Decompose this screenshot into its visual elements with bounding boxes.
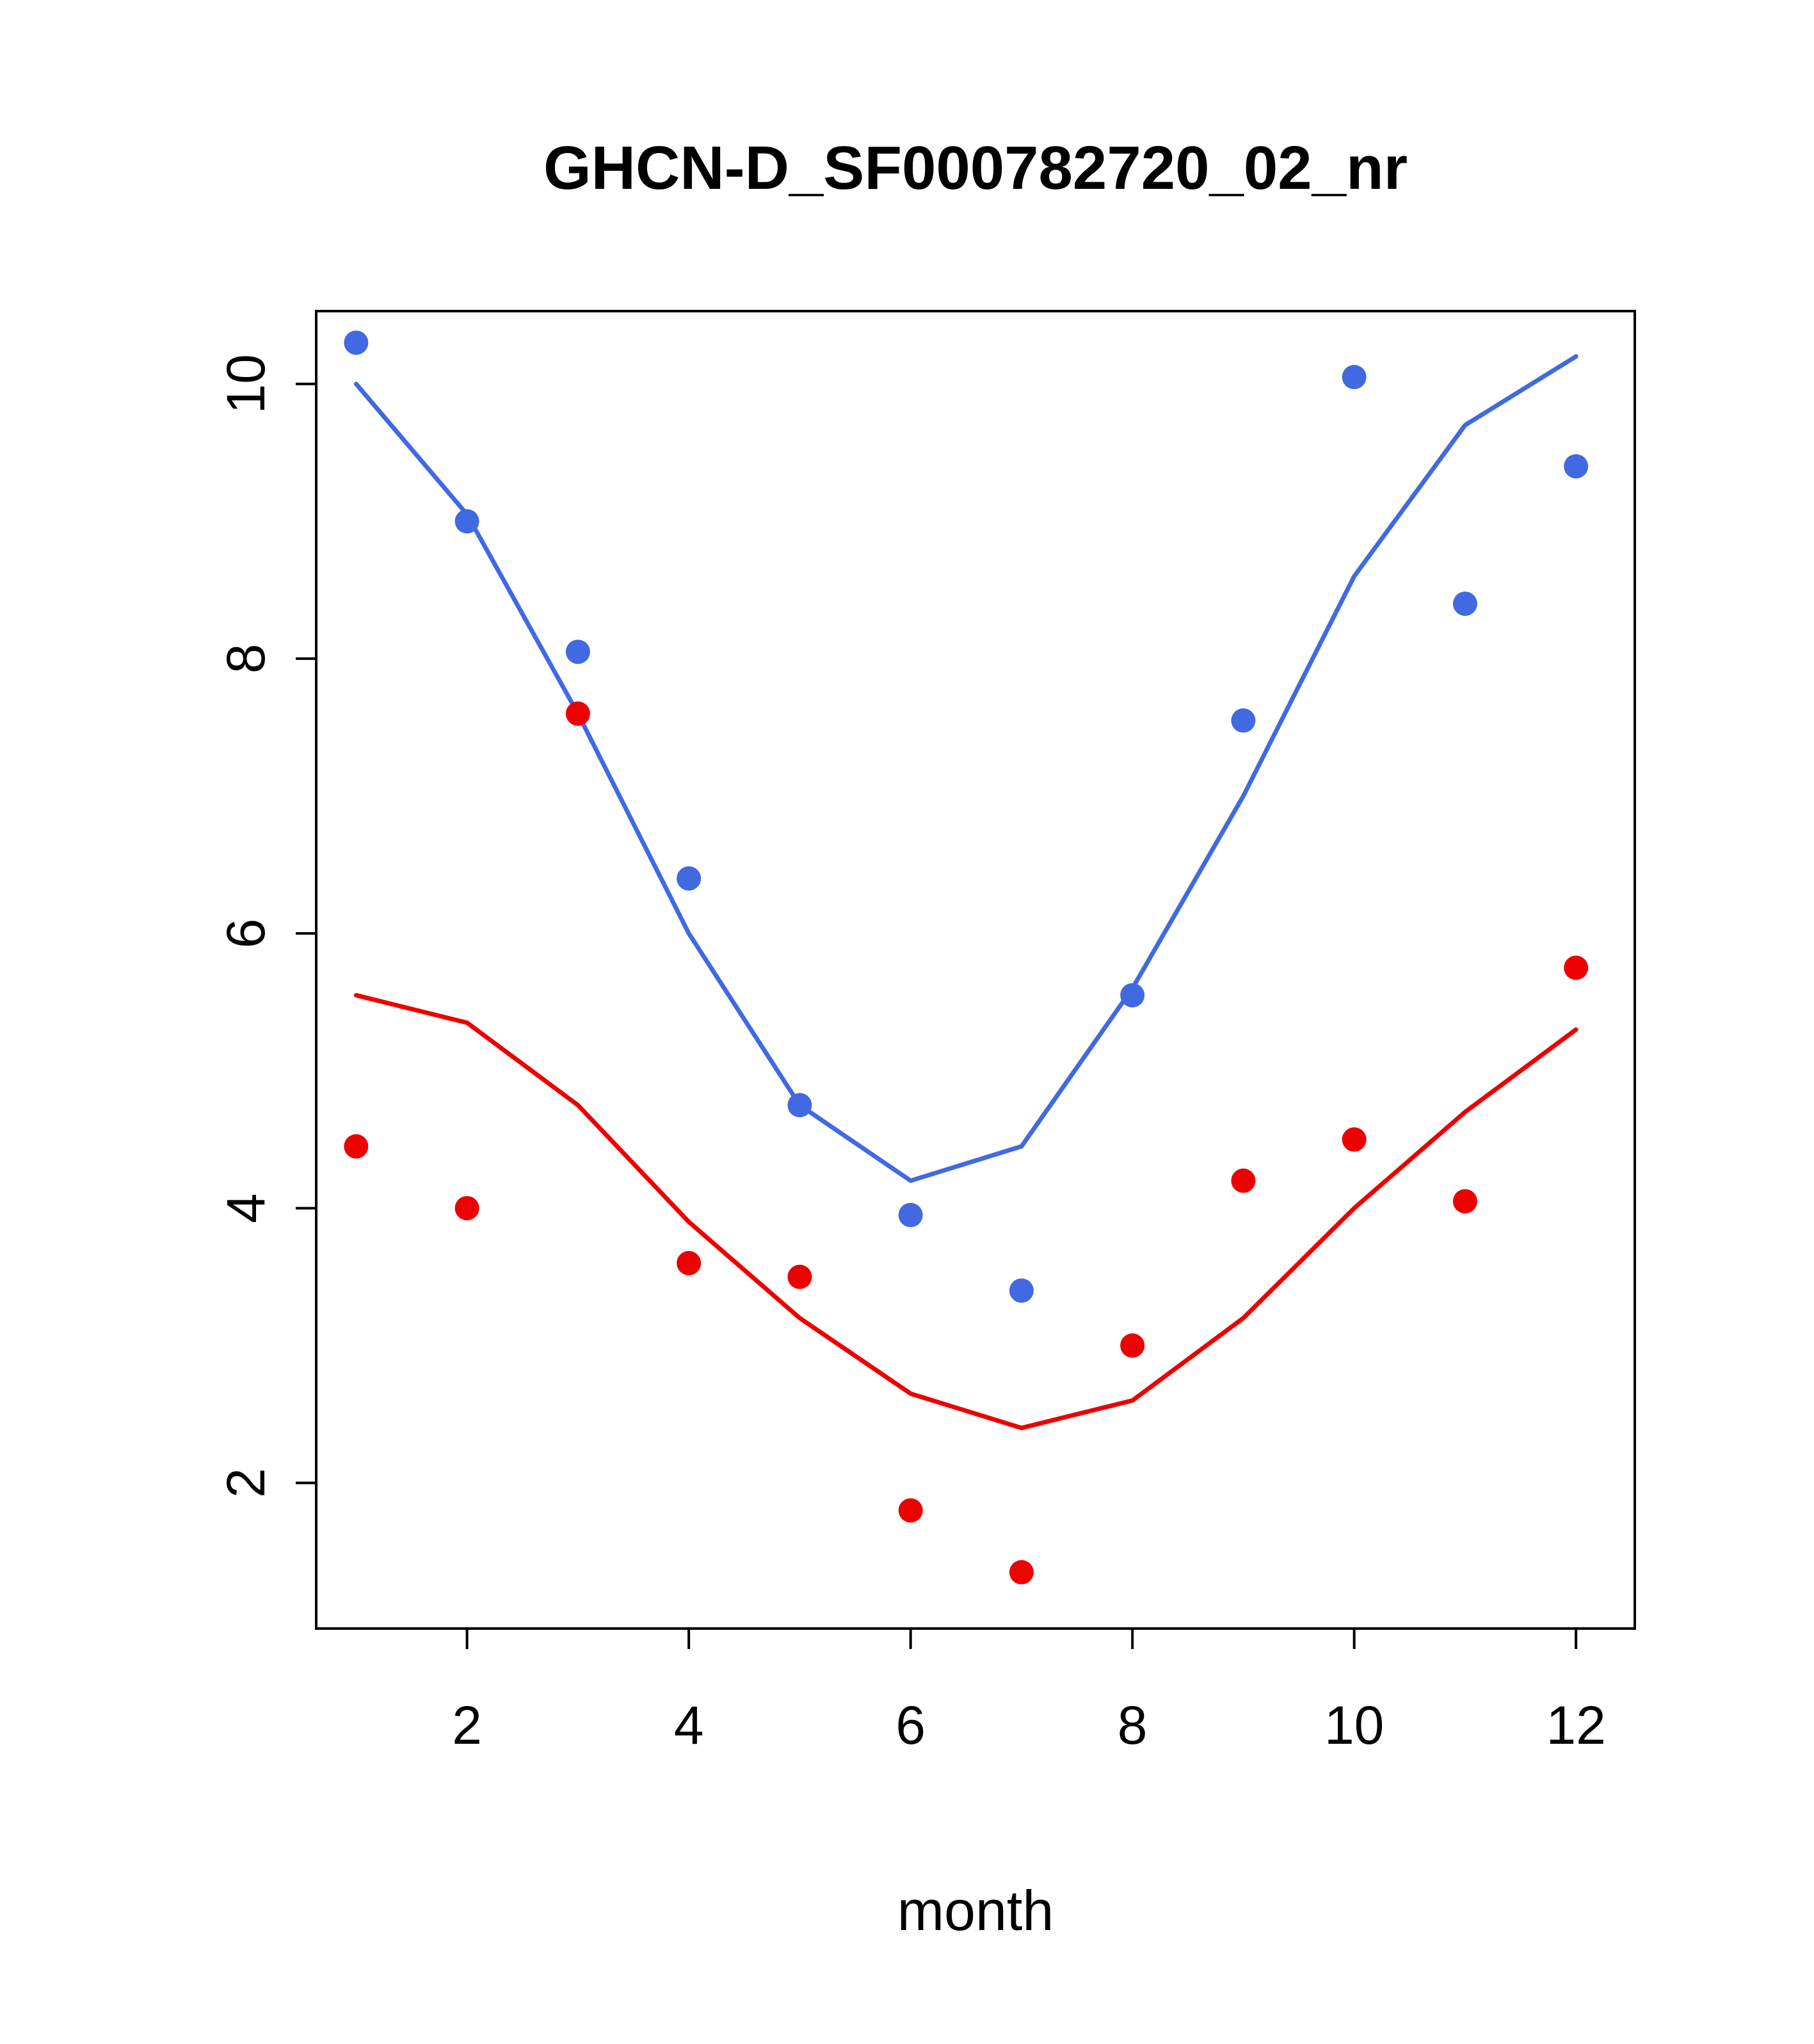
red-points-point [1120, 1333, 1145, 1358]
y-tick-label: 10 [216, 354, 276, 414]
blue-points-point [1120, 983, 1145, 1008]
red-points-point [454, 1196, 479, 1221]
x-tick-label: 4 [674, 1695, 704, 1755]
red-points-point [344, 1134, 369, 1159]
blue-points-point [565, 640, 590, 664]
chart-title: GHCN-D_SF000782720_02_nr [543, 134, 1408, 202]
red-points-point [898, 1498, 923, 1523]
blue-points-point [677, 866, 702, 891]
x-tick-label: 12 [1546, 1695, 1605, 1755]
red-points-point [787, 1264, 812, 1289]
blue-points-point [1009, 1278, 1034, 1303]
red-points-point [565, 701, 590, 726]
blue-points-point [787, 1093, 812, 1118]
red-points-point [1231, 1168, 1256, 1193]
blue-points-point [1452, 591, 1477, 616]
y-tick-label: 4 [216, 1193, 276, 1223]
red-points-point [1564, 955, 1589, 980]
y-tick-label: 2 [216, 1468, 276, 1498]
blue-points-point [1564, 454, 1589, 479]
blue-points-point [1231, 708, 1256, 733]
x-tick-label: 10 [1324, 1695, 1384, 1755]
x-tick-label: 2 [452, 1695, 482, 1755]
red-trend-line [353, 993, 1578, 1431]
blue-points-point [1342, 365, 1367, 390]
plot-box [315, 310, 1636, 1630]
red-points-point [1452, 1189, 1477, 1214]
blue-points-point [344, 330, 369, 355]
x-tick-label: 8 [1118, 1695, 1148, 1755]
blue-trend-line [353, 354, 1578, 1183]
blue-points-point [898, 1203, 923, 1228]
y-tick-label: 6 [216, 919, 276, 949]
red-points-point [1009, 1560, 1034, 1585]
red-points-point [1342, 1127, 1367, 1152]
plot-area: 2 4 6 8 10 12 2 4 6 8 10 [216, 310, 1636, 1755]
x-axis-label: month [897, 1879, 1054, 1942]
x-tick-label: 6 [895, 1695, 926, 1755]
y-tick-label: 8 [216, 644, 276, 674]
blue-points-point [454, 509, 479, 534]
red-points-point [677, 1251, 702, 1276]
